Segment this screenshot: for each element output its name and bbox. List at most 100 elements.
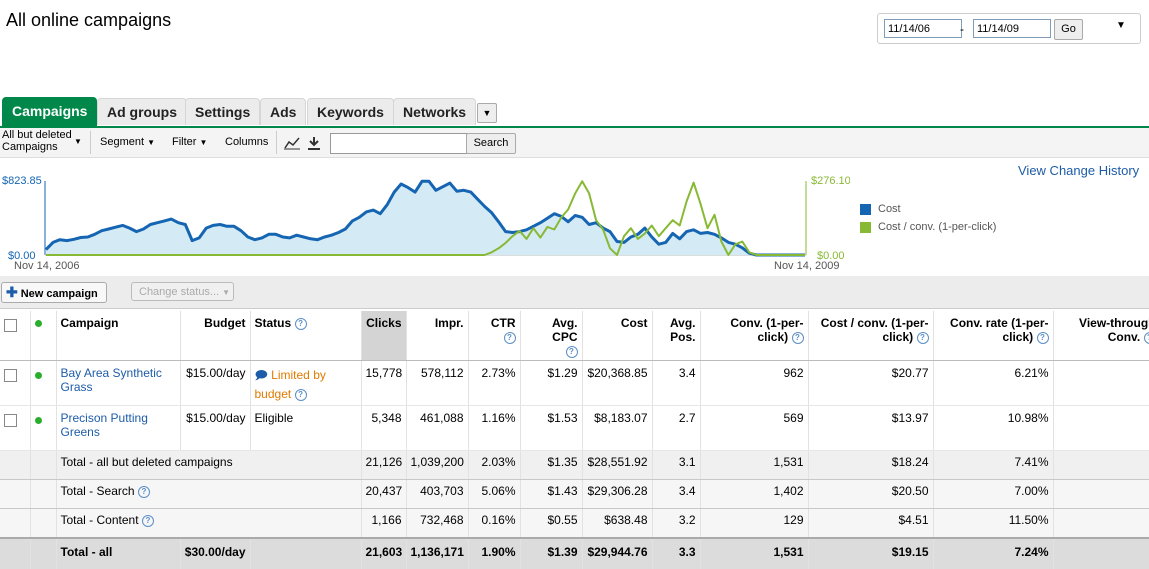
view-filter-dropdown[interactable]: All but deleted Campaigns (2, 129, 72, 158)
total-vt: 0 (1053, 538, 1149, 569)
campaign-name-line1: Bay Area Synthetic (61, 366, 162, 380)
total-cost-conv: $18.24 (808, 451, 933, 480)
cost-conv-cell: $13.97 (808, 406, 933, 451)
row-checkbox[interactable] (0, 406, 30, 451)
search-input[interactable] (330, 133, 468, 154)
help-icon[interactable]: ? (1037, 332, 1049, 344)
help-icon[interactable]: ? (566, 346, 578, 358)
date-range-picker[interactable]: - Go ▼ (877, 13, 1141, 44)
impr-cell: 578,112 (406, 361, 468, 406)
new-campaign-button[interactable]: ✚New campaign (1, 282, 107, 303)
total-cost-conv: $4.51 (808, 509, 933, 539)
status-dot-header (30, 311, 56, 361)
col-impr[interactable]: Impr. (406, 311, 468, 361)
total-cost: $29,944.76 (582, 538, 652, 569)
conv-cell: 962 (700, 361, 808, 406)
more-tabs-chevron-icon[interactable]: ▼ (477, 103, 497, 123)
col-cost-conv-label-1: Cost / conv. (1-per- (821, 316, 929, 330)
legend-item-cost[interactable]: Cost (860, 200, 996, 218)
col-cost-conv[interactable]: Cost / conv. (1-per-click) ? (808, 311, 933, 361)
columns-button[interactable]: Columns (225, 128, 268, 157)
total-avg-pos: 3.2 (652, 509, 700, 539)
total-ctr: 2.03% (468, 451, 520, 480)
total-cost-conv: $19.15 (808, 538, 933, 569)
help-icon[interactable]: ? (1144, 332, 1149, 344)
help-icon[interactable]: ? (138, 486, 150, 498)
status-dot (30, 361, 56, 406)
tab-ads[interactable]: Ads (260, 98, 306, 125)
total-search-label-cell: Total - Search ? (56, 480, 361, 509)
total-avg-cpc: $1.35 (520, 451, 582, 480)
total-impr: 1,136,171 (406, 538, 468, 569)
view-filter-line1: All but deleted (2, 129, 72, 141)
change-status-dropdown[interactable]: Change status... ▼ (131, 282, 234, 301)
total-all-row: Total - all $30.00/day 21,603 1,136,171 … (0, 538, 1149, 569)
col-clicks[interactable]: Clicks (361, 311, 406, 361)
view-change-history-link[interactable]: View Change History (1018, 163, 1139, 178)
total-row: Total - Content ? 1,166 732,468 0.16% $0… (0, 509, 1149, 539)
total-ctr: 1.90% (468, 538, 520, 569)
tab-networks[interactable]: Networks (393, 98, 476, 125)
col-budget[interactable]: Budget (180, 311, 250, 361)
cost-cell: $8,183.07 (582, 406, 652, 451)
help-icon[interactable]: ? (504, 332, 516, 344)
row-checkbox[interactable] (0, 361, 30, 406)
tab-ad-groups[interactable]: Ad groups (97, 98, 187, 125)
total-row: Total - all but deleted campaigns 21,126… (0, 451, 1149, 480)
start-date-input[interactable] (884, 19, 962, 38)
col-avg-pos-label-1: Avg. (670, 316, 696, 330)
col-conv-rate-label-1: Conv. rate (1-per- (950, 316, 1048, 330)
series-area-0 (46, 181, 805, 255)
filter-dropdown[interactable]: Filter ▼ (172, 128, 207, 157)
end-date-input[interactable] (973, 19, 1051, 38)
help-icon[interactable]: ? (917, 332, 929, 344)
ctr-cell: 2.73% (468, 361, 520, 406)
col-cost[interactable]: Cost (582, 311, 652, 361)
total-conv-rate: 7.41% (933, 451, 1053, 480)
col-avg-cpc[interactable]: Avg. CPC? (520, 311, 582, 361)
tab-keywords[interactable]: Keywords (307, 98, 394, 125)
col-campaign[interactable]: Campaign (56, 311, 180, 361)
help-icon[interactable]: ? (295, 389, 307, 401)
view-through-cell: 0 (1053, 361, 1149, 406)
total-avg-cpc: $1.43 (520, 480, 582, 509)
col-avg-pos-label-2: Pos. (670, 330, 695, 344)
chart-legend: Cost Cost / conv. (1-per-click) (860, 200, 996, 236)
help-icon[interactable]: ? (295, 318, 307, 330)
total-conv-rate: 7.00% (933, 480, 1053, 509)
go-button[interactable]: Go (1054, 19, 1083, 40)
select-all-checkbox[interactable] (0, 311, 30, 361)
total-cost: $28,551.92 (582, 451, 652, 480)
col-avg-pos[interactable]: Avg.Pos. (652, 311, 700, 361)
total-impr: 1,039,200 (406, 451, 468, 480)
total-cost-conv: $20.50 (808, 480, 933, 509)
performance-chart: $823.85 $0.00 $276.10 $0.00 Nov 14, 2006… (0, 160, 850, 276)
total-impr: 403,703 (406, 480, 468, 509)
segment-dropdown[interactable]: Segment ▼ (100, 128, 155, 157)
col-cost-conv-label-2: click) (882, 330, 913, 344)
total-ctr: 0.16% (468, 509, 520, 539)
help-icon[interactable]: ? (792, 332, 804, 344)
total-vt: 0 (1053, 480, 1149, 509)
legend-item-cost-per-conv[interactable]: Cost / conv. (1-per-click) (860, 218, 996, 236)
help-icon[interactable]: ? (142, 515, 154, 527)
total-avg-pos: 3.3 (652, 538, 700, 569)
page-title: All online campaigns (6, 10, 171, 31)
tab-campaigns[interactable]: Campaigns (2, 97, 97, 126)
search-button[interactable]: Search (466, 133, 516, 154)
chevron-down-icon[interactable]: ▼ (1116, 20, 1126, 31)
view-filter-line2: Campaigns (2, 141, 72, 153)
col-conv-rate[interactable]: Conv. rate (1-per-click) ? (933, 311, 1053, 361)
tab-settings[interactable]: Settings (185, 98, 260, 125)
col-conv[interactable]: Conv. (1-per-click) ? (700, 311, 808, 361)
total-clicks: 20,437 (361, 480, 406, 509)
col-ctr[interactable]: CTR? (468, 311, 520, 361)
total-label: Total - all but deleted campaigns (56, 451, 361, 480)
col-conv-rate-label-2: click) (1002, 330, 1033, 344)
col-status[interactable]: Status ? (250, 311, 361, 361)
